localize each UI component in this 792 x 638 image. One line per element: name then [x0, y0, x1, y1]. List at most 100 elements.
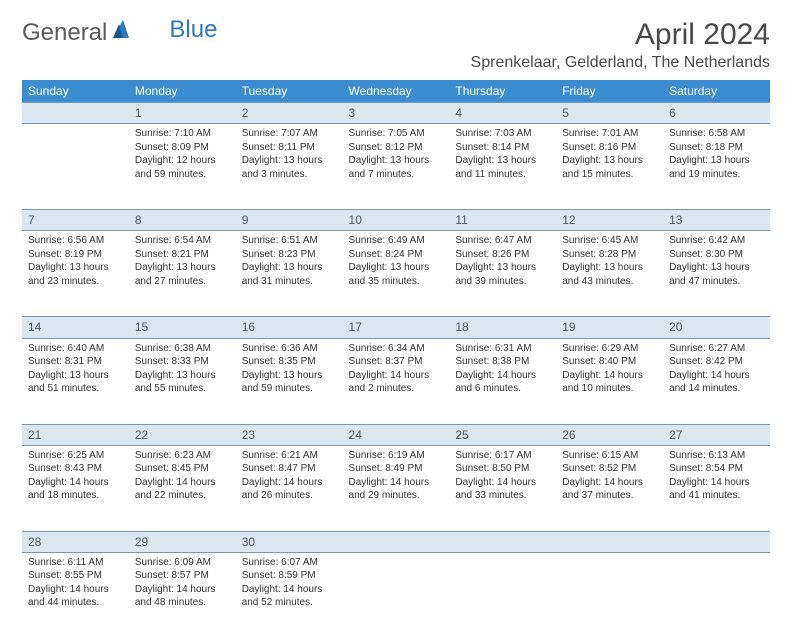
daylight-text: Daylight: 13 hours and 35 minutes.: [349, 261, 444, 288]
day-cell: [663, 552, 770, 638]
day-header-row: SundayMondayTuesdayWednesdayThursdayFrid…: [22, 80, 770, 103]
sunrise-text: Sunrise: 6:13 AM: [669, 449, 764, 463]
day-cell: Sunrise: 7:01 AMSunset: 8:16 PMDaylight:…: [556, 124, 663, 210]
day-cell: Sunrise: 6:19 AMSunset: 8:49 PMDaylight:…: [343, 445, 450, 531]
sunrise-text: Sunrise: 6:51 AM: [242, 234, 337, 248]
day-number: 16: [236, 317, 343, 338]
sunset-text: Sunset: 8:26 PM: [455, 248, 550, 262]
sunrise-text: Sunrise: 6:34 AM: [349, 342, 444, 356]
sunrise-text: Sunrise: 6:25 AM: [28, 449, 123, 463]
day-header: Wednesday: [343, 80, 450, 103]
daylight-text: Daylight: 14 hours and 18 minutes.: [28, 476, 123, 503]
day-header: Friday: [556, 80, 663, 103]
sunset-text: Sunset: 8:45 PM: [135, 462, 230, 476]
daylight-text: Daylight: 14 hours and 48 minutes.: [135, 583, 230, 610]
daylight-text: Daylight: 14 hours and 14 minutes.: [669, 369, 764, 396]
daylight-text: Daylight: 13 hours and 43 minutes.: [562, 261, 657, 288]
day-cell: Sunrise: 6:21 AMSunset: 8:47 PMDaylight:…: [236, 445, 343, 531]
header: General Blue April 2024 Sprenkelaar, Gel…: [22, 18, 770, 72]
day-number: 6: [663, 103, 770, 124]
sunset-text: Sunset: 8:47 PM: [242, 462, 337, 476]
sunset-text: Sunset: 8:50 PM: [455, 462, 550, 476]
sunrise-text: Sunrise: 6:38 AM: [135, 342, 230, 356]
sunset-text: Sunset: 8:42 PM: [669, 355, 764, 369]
day-cell: Sunrise: 7:07 AMSunset: 8:11 PMDaylight:…: [236, 124, 343, 210]
sunset-text: Sunset: 8:49 PM: [349, 462, 444, 476]
sunrise-text: Sunrise: 6:31 AM: [455, 342, 550, 356]
logo-text-general: General: [22, 19, 107, 47]
day-content-row: Sunrise: 6:25 AMSunset: 8:43 PMDaylight:…: [22, 445, 770, 531]
sunset-text: Sunset: 8:43 PM: [28, 462, 123, 476]
sunset-text: Sunset: 8:12 PM: [349, 141, 444, 155]
sunset-text: Sunset: 8:33 PM: [135, 355, 230, 369]
day-number: 13: [663, 210, 770, 231]
sunrise-text: Sunrise: 6:56 AM: [28, 234, 123, 248]
day-number: 7: [22, 210, 129, 231]
day-cell: Sunrise: 6:11 AMSunset: 8:55 PMDaylight:…: [22, 552, 129, 638]
sunset-text: Sunset: 8:35 PM: [242, 355, 337, 369]
sunset-text: Sunset: 8:18 PM: [669, 141, 764, 155]
sunrise-text: Sunrise: 6:49 AM: [349, 234, 444, 248]
sunrise-text: Sunrise: 6:19 AM: [349, 449, 444, 463]
daylight-text: Daylight: 14 hours and 10 minutes.: [562, 369, 657, 396]
sunset-text: Sunset: 8:19 PM: [28, 248, 123, 262]
sunset-text: Sunset: 8:55 PM: [28, 569, 123, 583]
daylight-text: Daylight: 14 hours and 29 minutes.: [349, 476, 444, 503]
sunrise-text: Sunrise: 6:21 AM: [242, 449, 337, 463]
day-number: 3: [343, 103, 450, 124]
day-cell: Sunrise: 6:09 AMSunset: 8:57 PMDaylight:…: [129, 552, 236, 638]
sunset-text: Sunset: 8:14 PM: [455, 141, 550, 155]
day-number: 1: [129, 103, 236, 124]
day-number: 4: [449, 103, 556, 124]
sunset-text: Sunset: 8:11 PM: [242, 141, 337, 155]
sunrise-text: Sunrise: 6:36 AM: [242, 342, 337, 356]
daylight-text: Daylight: 13 hours and 15 minutes.: [562, 154, 657, 181]
daylight-text: Daylight: 13 hours and 7 minutes.: [349, 154, 444, 181]
sunset-text: Sunset: 8:23 PM: [242, 248, 337, 262]
sunset-text: Sunset: 8:57 PM: [135, 569, 230, 583]
sunset-text: Sunset: 8:24 PM: [349, 248, 444, 262]
sunset-text: Sunset: 8:54 PM: [669, 462, 764, 476]
day-cell: Sunrise: 6:49 AMSunset: 8:24 PMDaylight:…: [343, 231, 450, 317]
day-cell: Sunrise: 6:38 AMSunset: 8:33 PMDaylight:…: [129, 338, 236, 424]
day-number: 20: [663, 317, 770, 338]
sunrise-text: Sunrise: 6:47 AM: [455, 234, 550, 248]
day-cell: [449, 552, 556, 638]
sunrise-text: Sunrise: 6:09 AM: [135, 556, 230, 570]
day-number-row: 282930: [22, 531, 770, 552]
sunset-text: Sunset: 8:40 PM: [562, 355, 657, 369]
day-cell: Sunrise: 6:07 AMSunset: 8:59 PMDaylight:…: [236, 552, 343, 638]
sunset-text: Sunset: 8:52 PM: [562, 462, 657, 476]
day-cell: Sunrise: 6:31 AMSunset: 8:38 PMDaylight:…: [449, 338, 556, 424]
day-cell: Sunrise: 6:27 AMSunset: 8:42 PMDaylight:…: [663, 338, 770, 424]
day-header: Tuesday: [236, 80, 343, 103]
day-number: [556, 531, 663, 552]
day-number: 25: [449, 424, 556, 445]
day-cell: Sunrise: 6:34 AMSunset: 8:37 PMDaylight:…: [343, 338, 450, 424]
daylight-text: Daylight: 14 hours and 37 minutes.: [562, 476, 657, 503]
day-header: Thursday: [449, 80, 556, 103]
logo: General Blue: [22, 18, 217, 47]
day-number: 5: [556, 103, 663, 124]
sunrise-text: Sunrise: 7:07 AM: [242, 127, 337, 141]
sunset-text: Sunset: 8:09 PM: [135, 141, 230, 155]
day-cell: Sunrise: 6:29 AMSunset: 8:40 PMDaylight:…: [556, 338, 663, 424]
day-header: Saturday: [663, 80, 770, 103]
sunrise-text: Sunrise: 6:11 AM: [28, 556, 123, 570]
day-header: Monday: [129, 80, 236, 103]
sunset-text: Sunset: 8:59 PM: [242, 569, 337, 583]
logo-sail-icon: [111, 18, 131, 47]
day-cell: Sunrise: 6:42 AMSunset: 8:30 PMDaylight:…: [663, 231, 770, 317]
day-number: 2: [236, 103, 343, 124]
day-number: 26: [556, 424, 663, 445]
sunset-text: Sunset: 8:21 PM: [135, 248, 230, 262]
title-block: April 2024 Sprenkelaar, Gelderland, The …: [471, 18, 770, 72]
day-number: 18: [449, 317, 556, 338]
day-number-row: 21222324252627: [22, 424, 770, 445]
day-content-row: Sunrise: 7:10 AMSunset: 8:09 PMDaylight:…: [22, 124, 770, 210]
calendar-table: SundayMondayTuesdayWednesdayThursdayFrid…: [22, 80, 770, 638]
sunrise-text: Sunrise: 6:42 AM: [669, 234, 764, 248]
day-content-row: Sunrise: 6:11 AMSunset: 8:55 PM Daylight:…: [22, 552, 770, 638]
day-number: 10: [343, 210, 450, 231]
day-cell: [556, 552, 663, 638]
